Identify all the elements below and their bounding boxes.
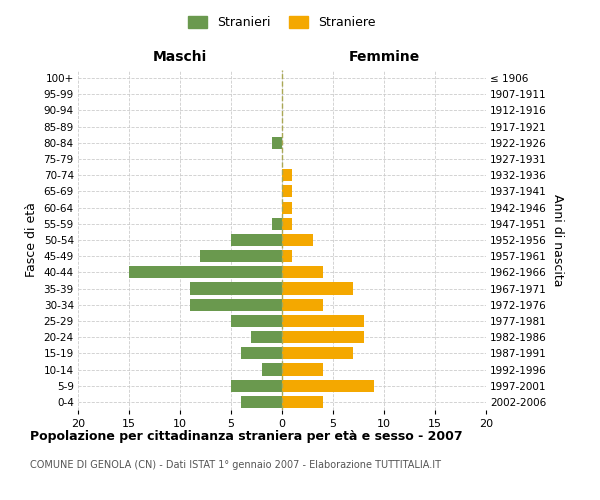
Y-axis label: Fasce di età: Fasce di età — [25, 202, 38, 278]
Text: Popolazione per cittadinanza straniera per età e sesso - 2007: Popolazione per cittadinanza straniera p… — [30, 430, 463, 443]
Bar — [272, 218, 282, 230]
Bar — [231, 380, 282, 392]
Bar — [231, 234, 282, 246]
Bar — [241, 396, 282, 408]
Bar — [282, 298, 323, 311]
Bar — [251, 331, 282, 343]
Bar — [282, 234, 313, 246]
Legend: Stranieri, Straniere: Stranieri, Straniere — [184, 11, 380, 34]
Bar — [282, 282, 353, 294]
Bar — [282, 331, 364, 343]
Text: COMUNE DI GENOLA (CN) - Dati ISTAT 1° gennaio 2007 - Elaborazione TUTTITALIA.IT: COMUNE DI GENOLA (CN) - Dati ISTAT 1° ge… — [30, 460, 441, 470]
Bar — [200, 250, 282, 262]
Bar — [282, 186, 292, 198]
Y-axis label: Anni di nascita: Anni di nascita — [551, 194, 563, 286]
Bar — [282, 266, 323, 278]
Bar — [282, 348, 353, 360]
Bar — [231, 315, 282, 327]
Bar — [282, 364, 323, 376]
Bar — [262, 364, 282, 376]
Bar — [241, 348, 282, 360]
Bar — [282, 202, 292, 213]
Bar — [272, 137, 282, 149]
Bar — [190, 282, 282, 294]
Bar — [282, 169, 292, 181]
Bar — [282, 218, 292, 230]
Bar — [190, 298, 282, 311]
Bar — [129, 266, 282, 278]
Bar — [282, 250, 292, 262]
Bar — [282, 315, 364, 327]
Bar — [282, 380, 374, 392]
Bar — [282, 396, 323, 408]
